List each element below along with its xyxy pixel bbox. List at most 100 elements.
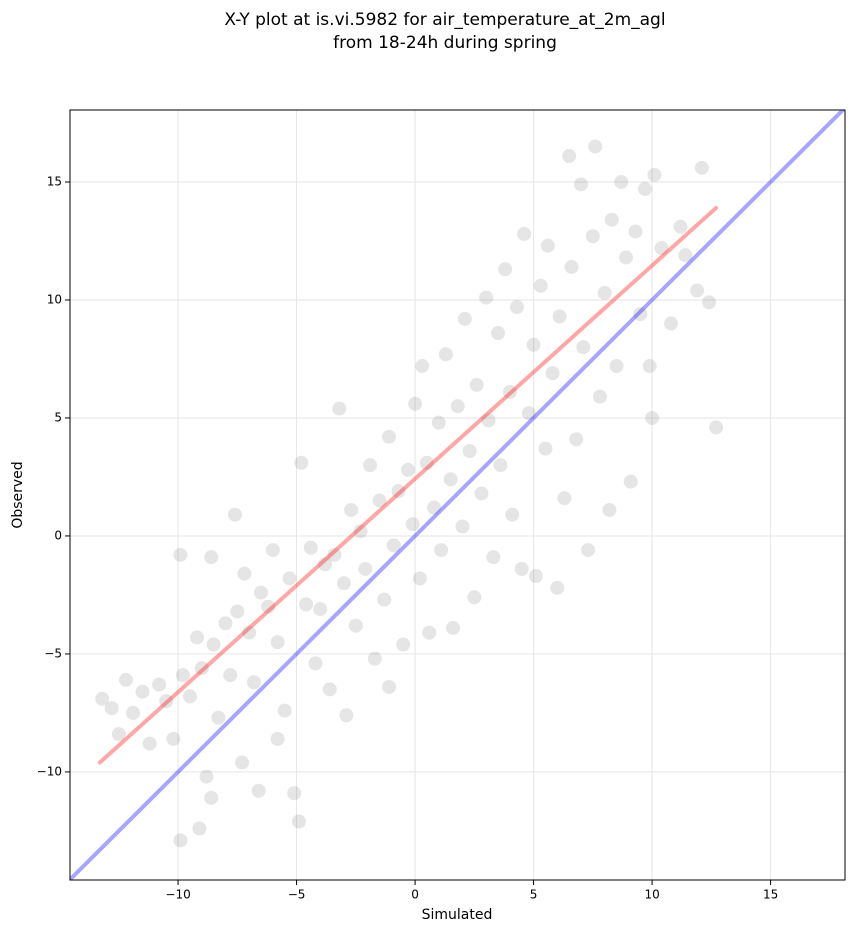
point bbox=[623, 474, 638, 489]
point bbox=[645, 410, 660, 425]
point bbox=[339, 708, 354, 723]
point bbox=[427, 500, 442, 515]
x-tick-label: 10 bbox=[644, 888, 659, 902]
point bbox=[358, 561, 373, 576]
point bbox=[126, 705, 141, 720]
point bbox=[419, 455, 434, 470]
point bbox=[227, 507, 242, 522]
point bbox=[581, 543, 596, 558]
point bbox=[237, 566, 252, 581]
point bbox=[218, 616, 233, 631]
point bbox=[701, 295, 716, 310]
point bbox=[709, 420, 724, 435]
point bbox=[142, 736, 157, 751]
point bbox=[223, 668, 238, 683]
point bbox=[182, 689, 197, 704]
point bbox=[422, 625, 437, 640]
point bbox=[277, 703, 292, 718]
point bbox=[175, 668, 190, 683]
point bbox=[318, 557, 333, 572]
point bbox=[673, 219, 688, 234]
chart-subtitle: from 18-24h during spring bbox=[333, 33, 557, 53]
point bbox=[173, 547, 188, 562]
point bbox=[254, 585, 269, 600]
point bbox=[597, 285, 612, 300]
point bbox=[408, 396, 423, 411]
point bbox=[336, 576, 351, 591]
point bbox=[455, 519, 470, 534]
point bbox=[545, 366, 560, 381]
point bbox=[159, 694, 174, 709]
point bbox=[322, 682, 337, 697]
point bbox=[479, 290, 494, 305]
point bbox=[291, 814, 306, 829]
point bbox=[173, 833, 188, 848]
y-tick-label: 5 bbox=[54, 410, 62, 424]
point bbox=[270, 635, 285, 650]
point bbox=[533, 278, 548, 293]
point bbox=[299, 597, 314, 612]
point bbox=[564, 259, 579, 274]
point bbox=[642, 359, 657, 374]
fit-line bbox=[70, 110, 845, 880]
point bbox=[509, 300, 524, 315]
point bbox=[367, 651, 382, 666]
point bbox=[474, 486, 489, 501]
point bbox=[235, 755, 250, 770]
x-tick-label: −5 bbox=[288, 888, 306, 902]
y-tick-label: 10 bbox=[47, 292, 62, 306]
point bbox=[528, 569, 543, 584]
point bbox=[405, 517, 420, 532]
point bbox=[486, 550, 501, 565]
point bbox=[438, 347, 453, 362]
point bbox=[562, 149, 577, 164]
point bbox=[400, 462, 415, 477]
point bbox=[609, 359, 624, 374]
point bbox=[450, 399, 465, 414]
point bbox=[204, 550, 219, 565]
point bbox=[462, 443, 477, 458]
point bbox=[194, 661, 209, 676]
point bbox=[540, 238, 555, 253]
point bbox=[637, 182, 652, 197]
y-axis-label: Observed bbox=[10, 461, 26, 528]
point bbox=[386, 538, 401, 553]
plot-frame bbox=[69, 109, 846, 881]
point bbox=[294, 455, 309, 470]
point bbox=[111, 727, 126, 742]
point bbox=[382, 429, 397, 444]
point bbox=[415, 359, 430, 374]
point bbox=[412, 571, 427, 586]
plot-area bbox=[70, 110, 845, 880]
point bbox=[327, 547, 342, 562]
point bbox=[569, 432, 584, 447]
point bbox=[498, 262, 513, 277]
point bbox=[678, 248, 693, 263]
x-tick-label: 5 bbox=[530, 888, 538, 902]
fit-line bbox=[97, 205, 719, 765]
point bbox=[604, 212, 619, 227]
point bbox=[434, 543, 449, 558]
point bbox=[526, 337, 541, 352]
point bbox=[332, 401, 347, 416]
point bbox=[481, 413, 496, 428]
point bbox=[104, 701, 119, 716]
point bbox=[135, 684, 150, 699]
point bbox=[372, 493, 387, 508]
chart-title: X-Y plot at is.vi.5982 for air_temperatu… bbox=[224, 10, 665, 30]
point bbox=[261, 599, 276, 614]
point bbox=[514, 561, 529, 576]
y-tick-label: 0 bbox=[54, 528, 62, 542]
point bbox=[654, 241, 669, 256]
point bbox=[602, 502, 617, 517]
point bbox=[493, 458, 508, 473]
point bbox=[557, 491, 572, 506]
x-tick-label: 0 bbox=[411, 888, 419, 902]
point bbox=[521, 406, 536, 421]
point bbox=[190, 630, 205, 645]
x-tick-label: 15 bbox=[763, 888, 778, 902]
point bbox=[538, 441, 553, 456]
y-tick-label: −5 bbox=[44, 646, 62, 660]
point bbox=[313, 602, 328, 617]
point bbox=[353, 524, 368, 539]
